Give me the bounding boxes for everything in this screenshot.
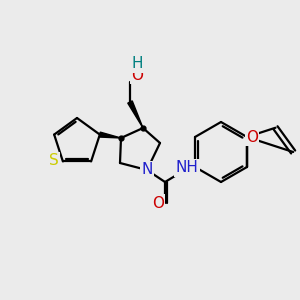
Polygon shape [99,132,121,138]
Text: O: O [152,196,164,211]
Text: N: N [141,163,153,178]
Text: S: S [49,153,59,168]
Text: O: O [131,68,143,82]
Text: H: H [131,56,143,71]
Polygon shape [128,101,143,128]
Text: NH: NH [176,160,198,175]
Text: O: O [246,130,258,145]
